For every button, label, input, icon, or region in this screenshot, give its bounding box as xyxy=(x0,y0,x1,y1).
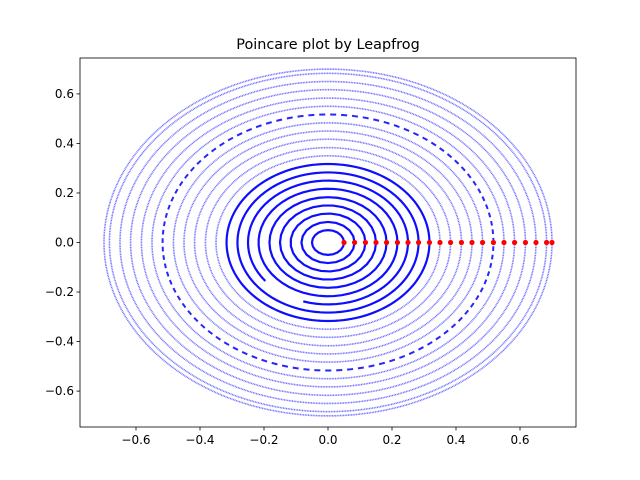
orbit-19-path xyxy=(108,72,548,413)
initial-point-2 xyxy=(362,239,369,246)
initial-point-19 xyxy=(543,239,550,246)
initial-point-7 xyxy=(415,239,422,246)
orbit-3 xyxy=(278,204,378,281)
orbit-12-path xyxy=(183,130,473,355)
orbit-6-path xyxy=(246,179,410,306)
initial-point-8 xyxy=(426,239,433,246)
chart-title: Poincare plot by Leapfrog xyxy=(236,37,419,53)
initial-point-12 xyxy=(469,239,475,246)
x-tick-label-0: −0.6 xyxy=(121,433,150,447)
orbit-8 xyxy=(225,162,431,323)
orbit-19 xyxy=(108,72,548,413)
orbit-5 xyxy=(257,187,399,298)
orbit-0 xyxy=(310,229,346,256)
orbit-8-path xyxy=(225,162,431,323)
y-tick-label-1: −0.4 xyxy=(45,335,74,349)
y-tick-label-3: 0.0 xyxy=(55,236,74,250)
orbit-7-path xyxy=(236,171,420,314)
initial-point-4 xyxy=(383,239,390,246)
orbit-4-path xyxy=(268,196,388,289)
orbit-10 xyxy=(204,146,452,339)
orbit-18 xyxy=(119,80,537,405)
x-tick-label-6: 0.6 xyxy=(510,433,529,447)
orbit-1-path xyxy=(300,220,356,265)
orbit-13-path xyxy=(172,122,484,363)
x-tick-label-3: 0.0 xyxy=(318,433,337,447)
orbit-11 xyxy=(193,138,463,347)
orbit-2-path xyxy=(289,212,367,273)
initial-point-10 xyxy=(447,239,454,246)
y-tick-label-5: 0.4 xyxy=(55,136,74,150)
orbit-20 xyxy=(103,68,553,417)
initial-point-18 xyxy=(533,239,539,246)
y-tick-label-4: 0.2 xyxy=(55,186,74,200)
orbit-13 xyxy=(172,122,484,363)
orbit-10-path xyxy=(204,146,452,339)
initial-point-6 xyxy=(405,239,411,246)
orbit-1 xyxy=(300,220,356,265)
orbit-17 xyxy=(129,88,527,397)
orbit-20-path xyxy=(103,68,553,417)
orbit-17-path xyxy=(129,88,527,397)
orbit-4 xyxy=(268,196,388,289)
initial-point-11 xyxy=(458,239,465,246)
x-tick-label-5: 0.4 xyxy=(446,433,465,447)
axes-layer: −0.6 −0.4 −0.2 0.0 0.2 0.4 0.6 −0.6 −0.4 −0.2 0.0 0… xyxy=(45,57,577,447)
y-tick-label-2: −0.2 xyxy=(45,285,74,299)
initial-point-14 xyxy=(490,239,497,246)
x-tick-label-4: 0.2 xyxy=(382,433,401,447)
initial-point-20 xyxy=(549,239,555,246)
orbit-11-path xyxy=(193,138,463,347)
orbit-16 xyxy=(140,97,516,388)
initial-point-1 xyxy=(351,239,358,246)
orbit-12 xyxy=(183,130,473,355)
initial-point-16 xyxy=(511,239,518,246)
orbit-15 xyxy=(151,105,505,380)
initial-point-15 xyxy=(501,239,507,246)
orbit-15-path xyxy=(151,105,505,380)
initial-point-13 xyxy=(479,239,486,246)
orbit-2 xyxy=(289,212,367,273)
initial-point-layer xyxy=(341,239,555,246)
x-tick-label-1: −0.4 xyxy=(185,433,214,447)
x-tick-label-2: −0.2 xyxy=(249,433,278,447)
initial-point-9 xyxy=(437,239,443,246)
orbit-0-path xyxy=(310,229,346,256)
orbit-16-path xyxy=(140,97,516,388)
orbit-18-path xyxy=(119,80,537,405)
initial-point-3 xyxy=(373,239,379,246)
orbit-5-path xyxy=(257,187,399,298)
initial-point-0 xyxy=(341,239,347,246)
initial-point-5 xyxy=(394,239,401,246)
orbit-6 xyxy=(246,179,410,306)
orbit-7 xyxy=(236,171,420,314)
y-tick-label-6: 0.6 xyxy=(55,87,74,101)
initial-point-17 xyxy=(522,239,529,246)
orbit-3-path xyxy=(278,204,378,281)
y-tick-label-0: −0.6 xyxy=(45,384,74,398)
